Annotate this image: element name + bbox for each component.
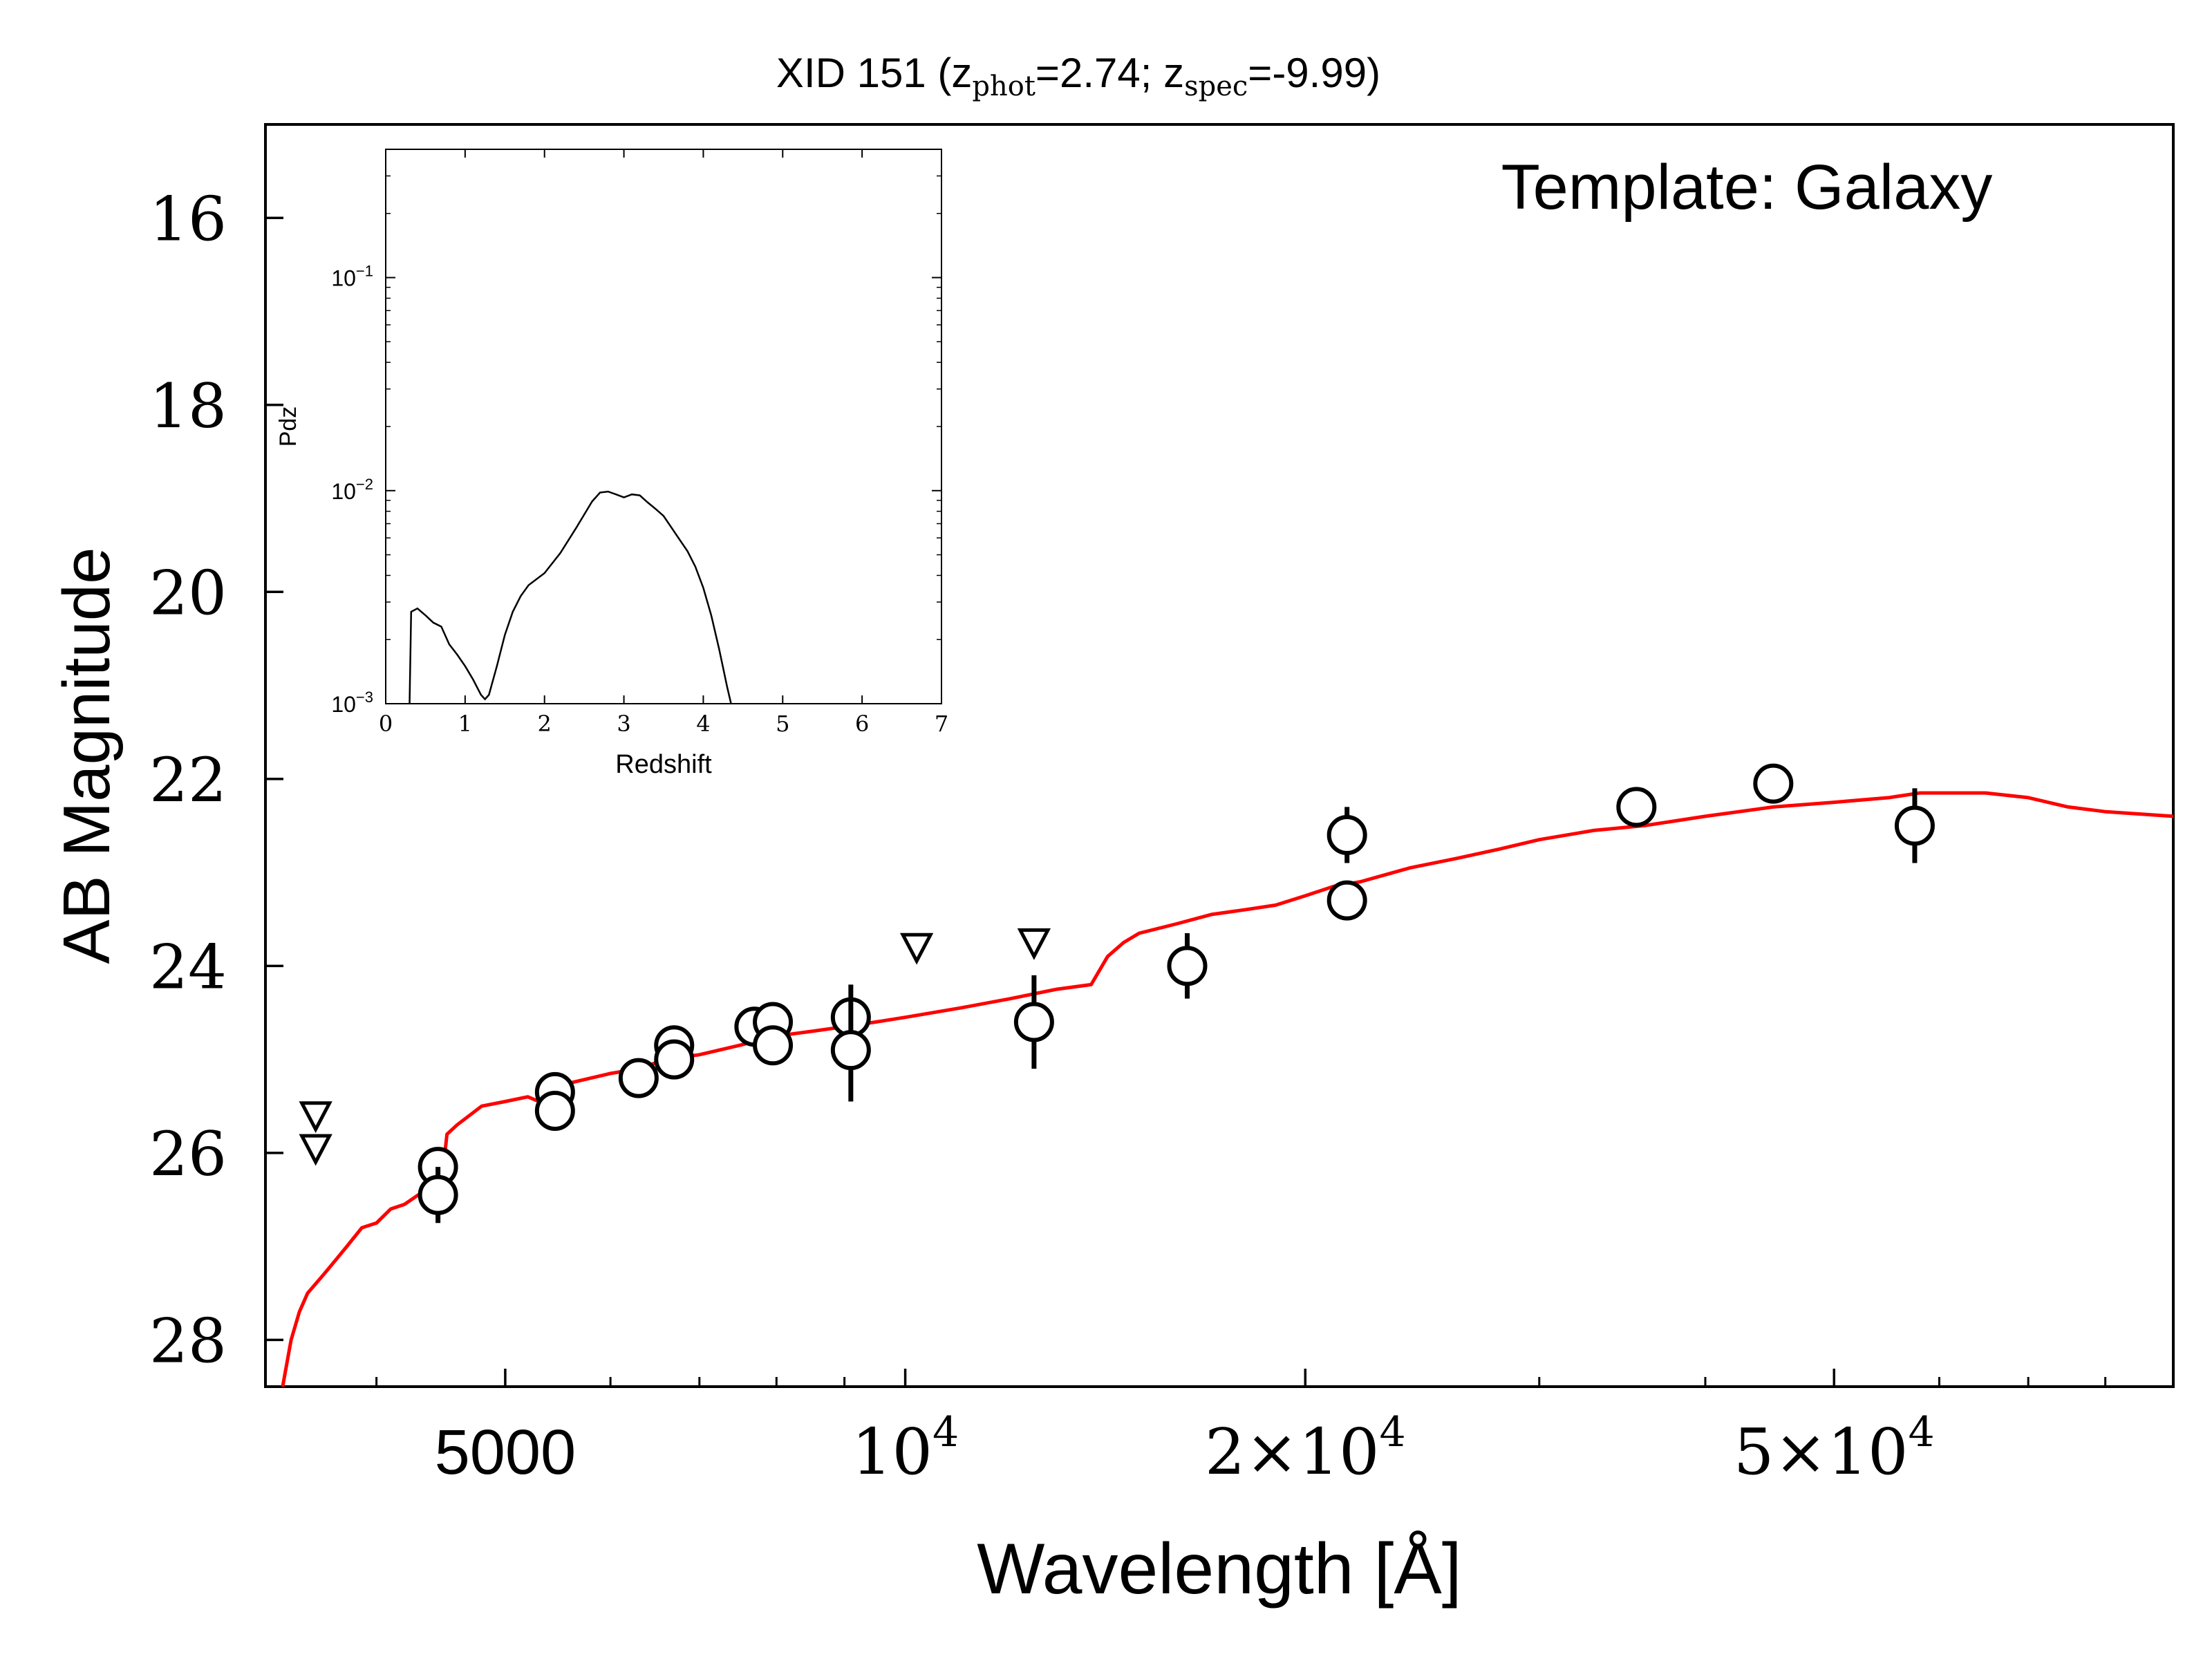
inset-x-tick-label: 4 [696, 711, 710, 737]
detection-point [1013, 975, 1054, 1069]
detection-point [753, 1025, 794, 1066]
inset-y-axis-ticks: 10−1 10−2 10−3 [331, 149, 941, 717]
inset-y-axis-label: Pdz [275, 406, 301, 447]
y-tick-label: 18 [149, 371, 227, 442]
detection-point [534, 1090, 575, 1131]
x-tick-label: 5000 [435, 1417, 577, 1488]
y-tick-label: 16 [149, 183, 227, 254]
detection-marker [418, 1174, 458, 1215]
inset-x-tick-label: 6 [855, 711, 869, 737]
inset-x-tick-label: 2 [538, 711, 552, 737]
detection-point [1894, 788, 1935, 863]
detection-points [418, 763, 1935, 1224]
inset-axes-frame [385, 149, 942, 704]
detection-marker [830, 1030, 871, 1071]
detection-marker [1327, 880, 1367, 921]
y-tick-label: 26 [149, 1118, 227, 1190]
y-axis-label: AB Magnitude [50, 547, 124, 964]
detection-point [418, 1167, 458, 1224]
y-axis-ticks: 16 18 20 22 24 26 28 [149, 183, 283, 1376]
detection-point [830, 998, 871, 1102]
redshift-pdz-inset: 0 1 2 3 4 5 6 7 10−1 10−2 10−3 Redshift Pdz [275, 149, 948, 779]
y-tick-label: 24 [149, 931, 227, 1002]
upper-limit-marker [1017, 928, 1051, 960]
x-tick-label: 5×104 [1734, 1408, 1935, 1489]
inset-y-tick-label: 10−3 [331, 688, 373, 717]
inset-x-axis-label: Redshift [615, 750, 712, 779]
template-annotation: Template: Galaxy [1501, 152, 1993, 223]
detection-marker [1167, 946, 1208, 986]
detection-marker [1013, 1002, 1054, 1042]
detection-point [654, 1039, 695, 1080]
x-axis-label: Wavelength [Å] [977, 1529, 1461, 1609]
detection-point [618, 1058, 659, 1098]
upper-limit-markers [299, 928, 1051, 1166]
detection-marker [534, 1090, 575, 1131]
detection-marker [1616, 787, 1657, 827]
detection-point [1327, 807, 1367, 863]
inset-y-tick-label: 10−1 [331, 263, 373, 291]
inset-x-tick-label: 0 [379, 711, 393, 737]
inset-x-tick-label: 3 [617, 711, 630, 737]
pdz-curve [409, 490, 732, 704]
detection-marker [753, 1025, 794, 1066]
inset-x-tick-label: 1 [458, 711, 472, 737]
upper-limit-marker [299, 1101, 332, 1134]
inset-x-tick-label: 7 [935, 711, 948, 737]
main-axes-frame [264, 123, 2175, 1388]
y-tick-label: 28 [149, 1305, 227, 1376]
y-tick-label: 22 [149, 744, 227, 816]
detection-point [1167, 932, 1208, 999]
upper-limit-marker [299, 1134, 332, 1166]
x-tick-label: 2×104 [1205, 1408, 1406, 1489]
detection-marker [1894, 805, 1935, 846]
detection-marker [618, 1058, 659, 1098]
detection-marker [654, 1039, 695, 1080]
inset-x-tick-label: 5 [776, 711, 789, 737]
detection-point [1753, 763, 1794, 804]
detection-point [1616, 787, 1657, 827]
detection-marker [1327, 814, 1367, 855]
x-axis-ticks: 5000 104 2×104 5×104 [375, 1369, 2107, 1489]
x-tick-label: 104 [852, 1408, 959, 1489]
detection-marker [1753, 763, 1794, 804]
inset-x-axis-ticks: 0 1 2 3 4 5 6 7 [379, 149, 948, 737]
chart-title: XID 151 (zphot=2.74; zspec=-9.99) [776, 50, 1380, 102]
y-tick-label: 20 [149, 557, 227, 628]
galaxy-template-line [281, 791, 2174, 1387]
upper-limit-marker [899, 932, 934, 965]
detection-point [1327, 880, 1367, 921]
inset-y-tick-label: 10−2 [331, 476, 373, 504]
